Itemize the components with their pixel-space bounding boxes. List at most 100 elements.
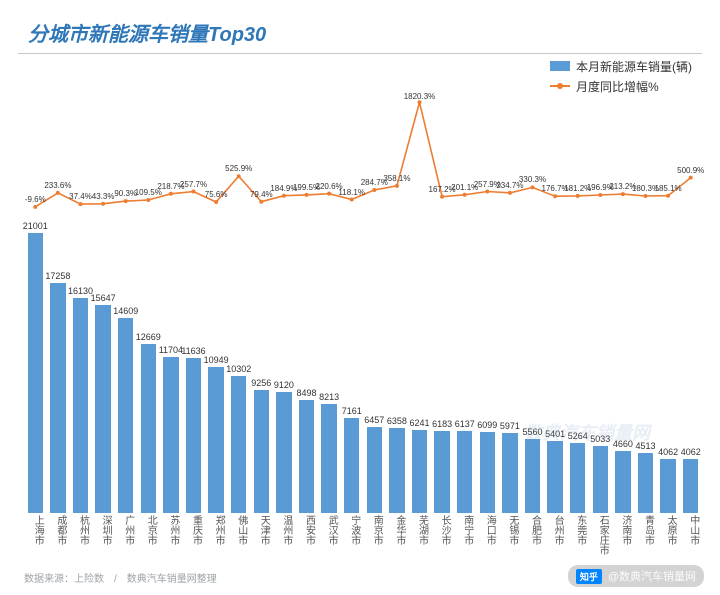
bar-value-label: 15647: [91, 293, 116, 303]
bar-column: 4513: [638, 441, 653, 513]
bar-rect: [208, 367, 223, 513]
bar-rect: [593, 446, 608, 513]
bar-rect: [683, 459, 698, 513]
bar-value-label: 8213: [319, 392, 339, 402]
bar-rect: [502, 433, 517, 513]
x-axis: 上海市成都市杭州市深圳市广州市北京市苏州市重庆市郑州市佛山市天津市温州市西安市武…: [24, 513, 702, 561]
legend: 本月新能源车销量(辆) 月度同比增幅%: [550, 56, 692, 96]
bar-value-label: 8498: [296, 388, 316, 398]
bar-column: 17258: [50, 271, 65, 513]
zhihu-badge-text: @数典汽车销量网: [608, 568, 696, 584]
bar-value-label: 5401: [545, 429, 565, 439]
x-axis-label: 台州市: [550, 515, 565, 545]
bar-rect: [367, 427, 382, 513]
bar-rect: [141, 344, 156, 513]
x-axis-label: 中山市: [686, 515, 701, 545]
x-axis-label: 南宁市: [460, 515, 475, 545]
bar-rect: [118, 318, 133, 513]
x-axis-label: 石家庄市: [595, 515, 610, 555]
x-axis-label: 芜湖市: [415, 515, 430, 545]
bar-rect: [412, 430, 427, 513]
line-marker: [101, 202, 105, 206]
bar-rect: [186, 358, 201, 513]
line-marker: [56, 191, 60, 195]
line-value-label: 79.4%: [250, 190, 273, 199]
bar-rect: [254, 390, 269, 513]
line-value-label: 185.1%: [655, 184, 682, 193]
bar-column: 5971: [502, 421, 517, 513]
bar-rect: [389, 428, 404, 513]
bar-value-label: 4062: [658, 447, 678, 457]
x-axis-label: 无锡市: [505, 515, 520, 545]
x-axis-label: 西安市: [302, 515, 317, 545]
bar-value-label: 6241: [409, 418, 429, 428]
bar-column: 10949: [208, 355, 223, 513]
x-axis-label: 金华市: [392, 515, 407, 545]
x-axis-label: 佛山市: [234, 515, 249, 545]
bar-column: 8498: [299, 388, 314, 513]
line-marker: [508, 191, 512, 195]
bar-column: 5264: [570, 431, 585, 513]
bar-column: 6099: [480, 420, 495, 513]
bar-value-label: 5560: [522, 427, 542, 437]
bar-rect: [321, 404, 336, 513]
x-axis-label: 苏州市: [166, 515, 181, 545]
bar-rect: [615, 451, 630, 513]
bar-value-label: 9256: [251, 378, 271, 388]
bar-column: 4660: [615, 439, 630, 513]
line-marker: [33, 205, 37, 209]
bar-rect: [638, 453, 653, 513]
bar-rect: [95, 305, 110, 513]
line-marker: [327, 192, 331, 196]
line-value-label: 90.3%: [114, 189, 137, 198]
x-axis-label: 太原市: [663, 515, 678, 545]
bar-value-label: 4660: [613, 439, 633, 449]
legend-line-swatch: [550, 85, 570, 87]
x-axis-label: 杭州市: [76, 515, 91, 545]
bar-column: 10302: [231, 364, 246, 513]
bar-value-label: 11704: [159, 345, 183, 355]
bar-column: 9120: [276, 380, 291, 513]
bar-column: 6183: [434, 419, 449, 513]
bar-rect: [434, 431, 449, 513]
chart-title: 分城市新能源车销量Top30: [0, 0, 720, 53]
bar-rect: [570, 443, 585, 513]
bar-value-label: 5264: [568, 431, 588, 441]
bar-rect: [547, 441, 562, 513]
line-marker: [169, 192, 173, 196]
line-marker: [237, 174, 241, 178]
bar-column: 5033: [593, 434, 608, 513]
bar-rect: [525, 439, 540, 513]
x-axis-label: 济南市: [618, 515, 633, 545]
line-marker: [463, 193, 467, 197]
bar-column: 4062: [683, 447, 698, 513]
x-axis-label: 东莞市: [573, 515, 588, 545]
bar-rect: [344, 418, 359, 513]
bar-value-label: 5033: [590, 434, 610, 444]
x-axis-label: 青岛市: [641, 515, 656, 545]
line-chart-area: -9.6%233.6%37.4%43.3%90.3%109.5%218.7%25…: [24, 92, 702, 212]
bar-value-label: 6183: [432, 419, 452, 429]
bar-column: 5401: [547, 429, 562, 513]
line-marker: [146, 198, 150, 202]
x-axis-label: 北京市: [143, 515, 158, 545]
bar-column: 6137: [457, 419, 472, 513]
line-value-label: 75.6%: [205, 190, 228, 199]
line-value-label: -9.6%: [25, 195, 46, 204]
line-value-label: 233.6%: [44, 181, 71, 190]
bar-column: 16130: [73, 286, 88, 513]
line-value-label: 37.4%: [69, 192, 92, 201]
line-marker: [395, 184, 399, 188]
x-axis-label: 合肥市: [528, 515, 543, 545]
bar-column: 14609: [118, 306, 133, 513]
chart-area: -9.6%233.6%37.4%43.3%90.3%109.5%218.7%25…: [24, 92, 702, 561]
bar-column: 4062: [660, 447, 675, 513]
x-axis-label: 上海市: [30, 515, 45, 545]
x-axis-label: 重庆市: [189, 515, 204, 545]
bar-rect: [457, 431, 472, 513]
bar-value-label: 5971: [500, 421, 520, 431]
x-axis-label: 海口市: [482, 515, 497, 545]
bar-value-label: 21001: [23, 221, 48, 231]
bar-rect: [28, 233, 43, 513]
line-marker: [689, 176, 693, 180]
